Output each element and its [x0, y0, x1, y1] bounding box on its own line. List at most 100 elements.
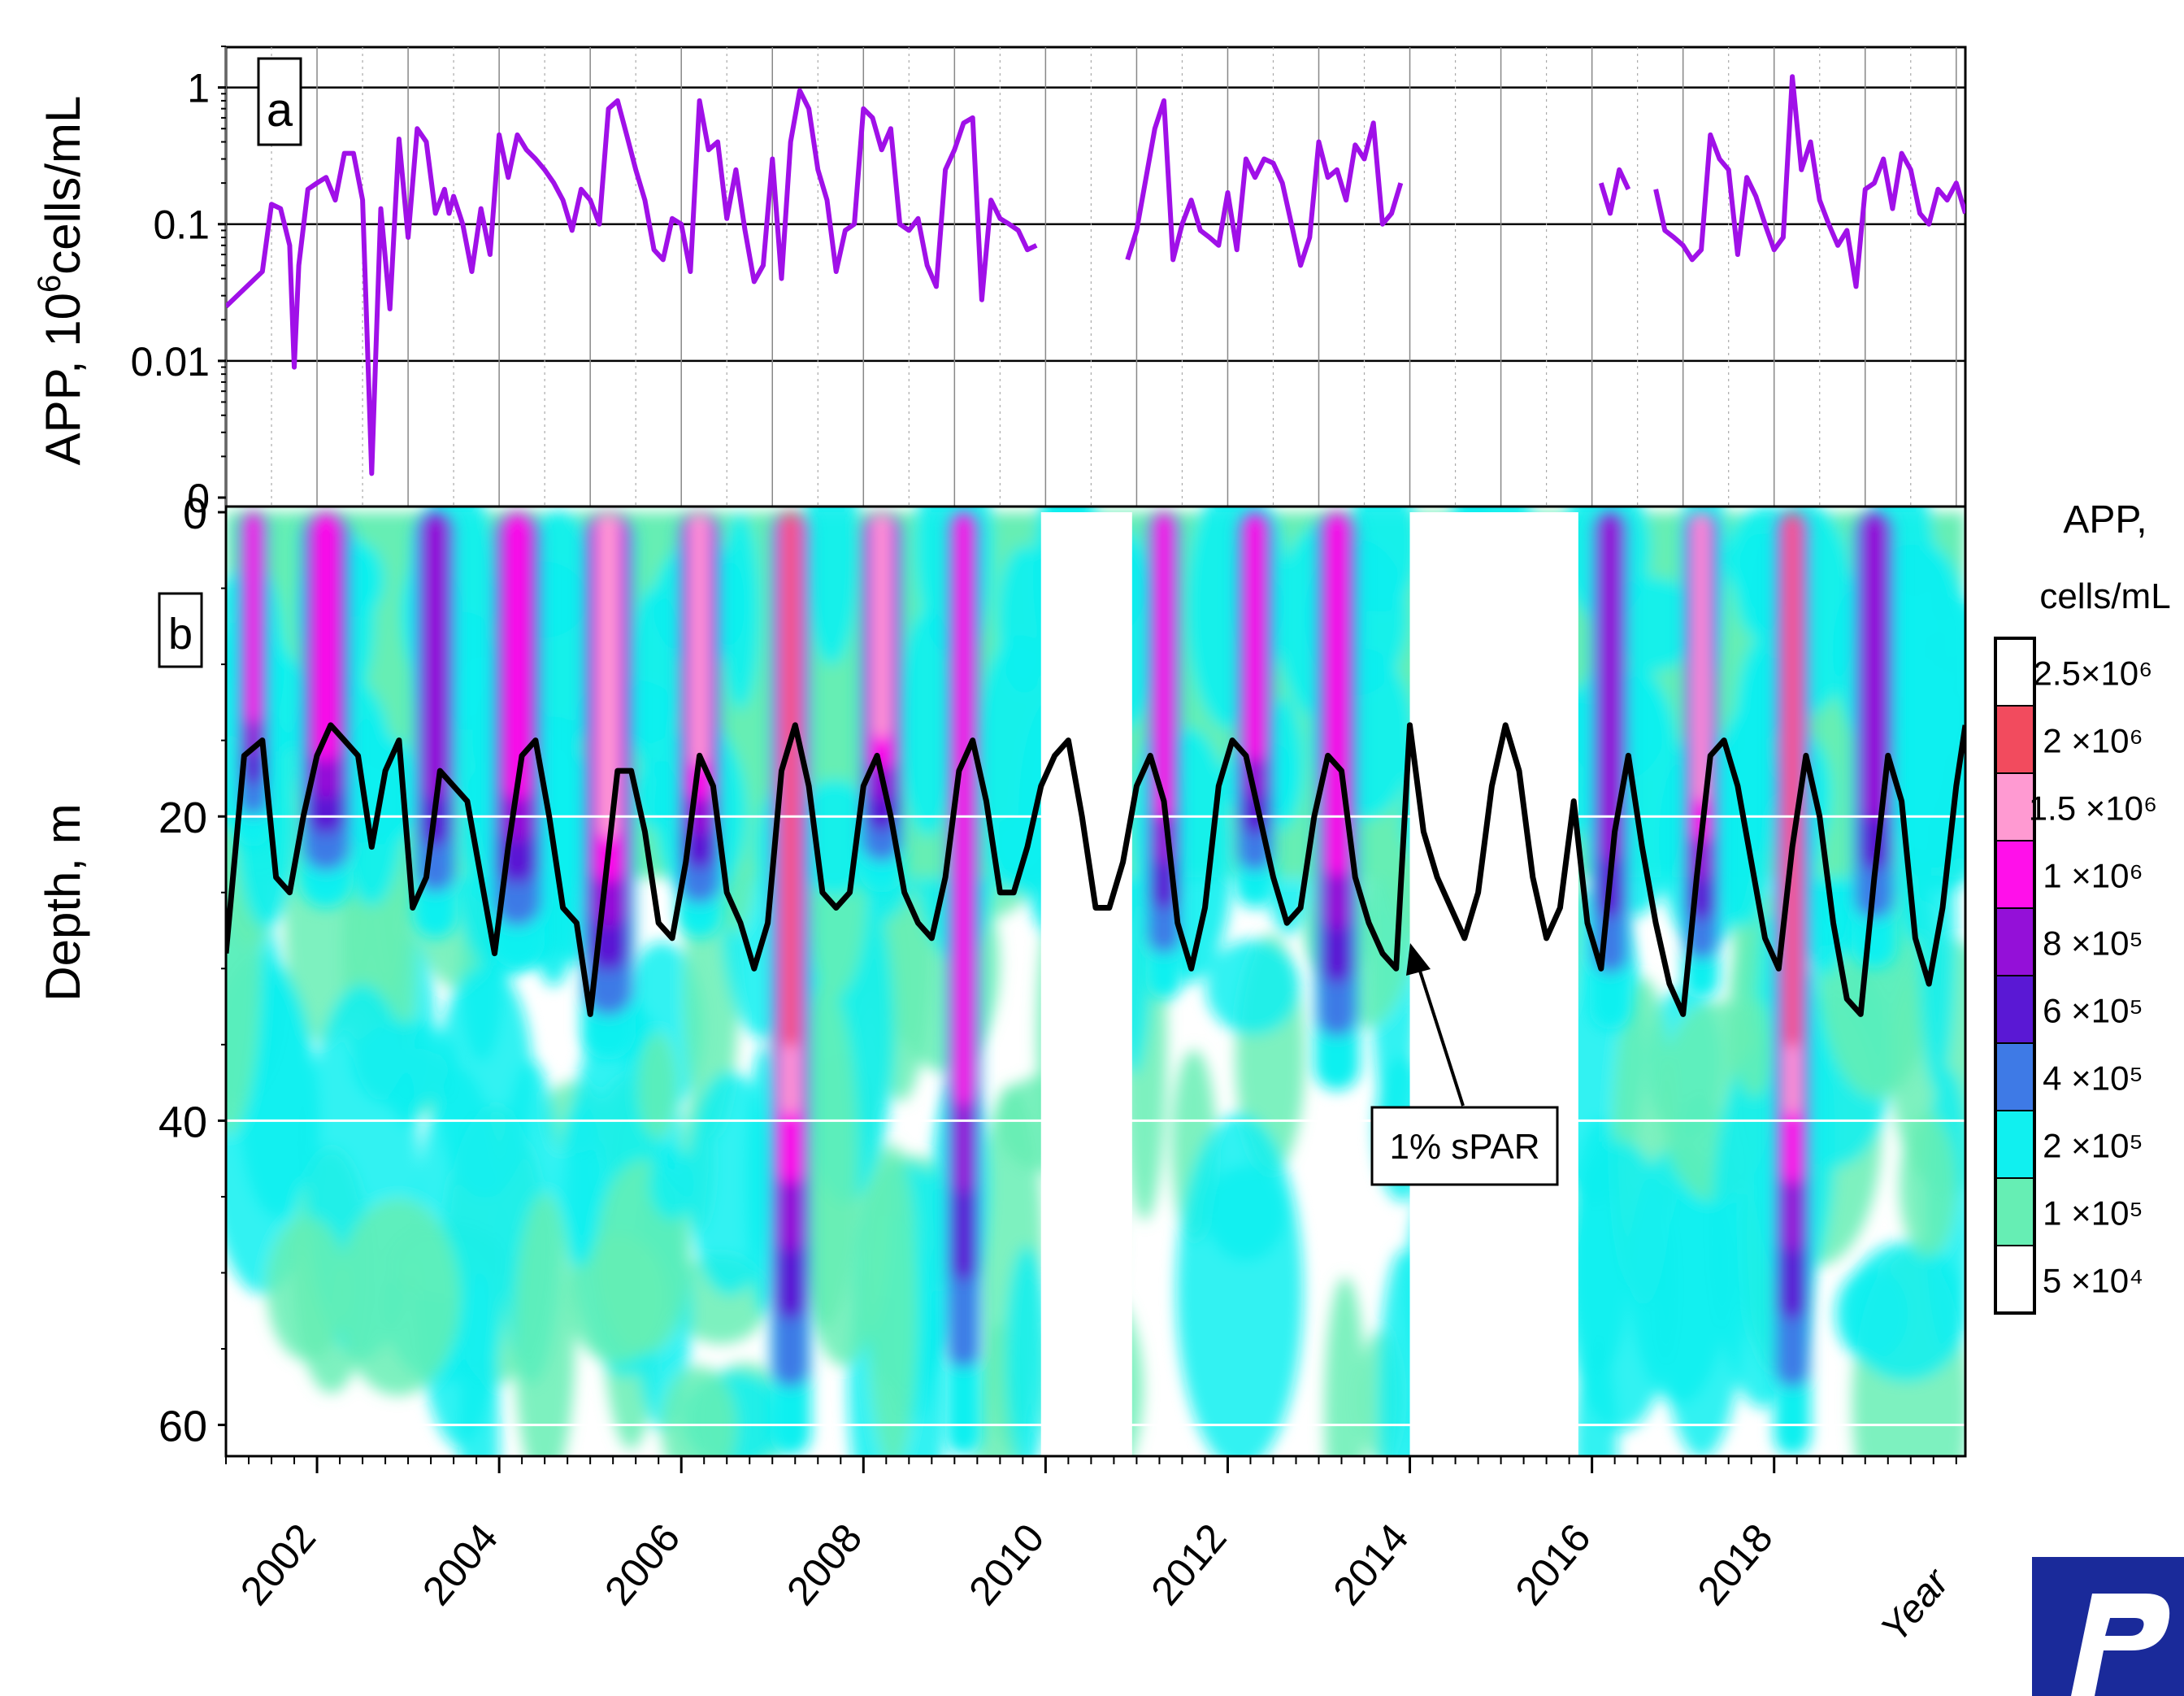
bloom-6 — [1246, 512, 1264, 761]
panel-b-frame — [224, 505, 1967, 1458]
panel-b-label: b — [168, 610, 193, 659]
spar-line — [226, 722, 1965, 1017]
heat-patch-shallow — [623, 587, 684, 778]
bloom-6 — [1326, 512, 1347, 876]
colorbar-label: 1 ×10⁵ — [2043, 1194, 2143, 1233]
panel-a-label-box — [257, 57, 302, 146]
heat-patch — [687, 1071, 773, 1295]
colorbar-swatch — [1995, 1110, 2035, 1179]
data-gap — [1409, 512, 1578, 1455]
heat-patch — [558, 1100, 603, 1268]
panel-a: 1 0.1 0.01 0 a — [131, 46, 1967, 521]
x-axis: 2002 2004 2006 2008 2010 2012 2014 2016 2018 — [225, 1456, 1957, 1614]
colorbar-label: 1 ×10⁶ — [2043, 857, 2143, 895]
colorbar-swatch — [1995, 975, 2035, 1044]
bloom-6 — [314, 512, 338, 761]
y-tick-label-a: 0 — [187, 476, 210, 521]
logo-glyph — [2071, 1594, 2170, 1696]
heat-patch — [337, 1198, 460, 1396]
colorbar-label: 8 ×10⁵ — [2043, 924, 2143, 963]
heat-patch-shallow — [802, 507, 861, 666]
bottom-ylabel: Depth, m — [36, 803, 90, 1001]
colorbar: APP, cells/mL 2.5×10⁶ 2 ×10⁶ 1.5 ×10⁶ 1 ×10… — [1994, 498, 2171, 1315]
heat-patch — [1844, 1242, 1965, 1381]
heat-patch — [661, 1366, 737, 1456]
heat-patch — [649, 1146, 696, 1220]
x-tick-label: 2012 — [1142, 1515, 1235, 1613]
colorbar-swatches: 2.5×10⁶ 2 ×10⁶ 1.5 ×10⁶ 1 ×10⁶ 8 ×10⁵ 6 ×10⁵ 4… — [1994, 637, 2158, 1315]
x-tick-label: 2016 — [1506, 1515, 1599, 1613]
bloom-8 — [784, 512, 798, 1047]
heat-patch — [637, 1033, 677, 1139]
app-line-segment — [1598, 167, 1631, 216]
heat-patch-shallow — [1891, 715, 1933, 943]
bloom-7 — [873, 512, 891, 738]
panel-a-frame — [224, 46, 1967, 508]
bloom-6 — [955, 512, 972, 1106]
top-ylabel: APP, 106cells/mL — [32, 96, 90, 466]
heat-patch-shallow — [1347, 507, 1419, 612]
bloom-5 — [1862, 512, 1886, 820]
heat-patch — [514, 1194, 575, 1456]
heat-patch — [1176, 1113, 1304, 1456]
colorbar-frame — [1994, 637, 2036, 1315]
x-tick-label: 2014 — [1324, 1515, 1417, 1613]
x-tail-label: Year — [1873, 1560, 1958, 1650]
heat-patch — [458, 1268, 500, 1456]
y-tick-label-a: 0.01 — [131, 339, 210, 385]
app-line-segment — [226, 88, 1038, 476]
app-line-segment — [1653, 74, 1965, 289]
panel-b: 0 20 40 60 b 1% sPAR — [158, 489, 1967, 1458]
heat-patch — [1899, 1114, 1956, 1258]
colorbar-label: 2 ×10⁶ — [2043, 722, 2143, 760]
colorbar-title-2: cells/mL — [2039, 576, 2170, 616]
colorbar-swatch — [1995, 1042, 2035, 1111]
colorbar-label: 6 ×10⁵ — [2043, 992, 2143, 1030]
panel-a-label: a — [267, 84, 293, 137]
panel-b-ticks: 0 20 40 60 — [158, 489, 226, 1451]
bloom-8 — [1786, 512, 1799, 1047]
colorbar-swatch — [1995, 772, 2035, 841]
colorbar-label: 5 ×10⁴ — [2043, 1262, 2143, 1300]
panel-b-label-box — [158, 592, 203, 668]
heat-patch-shallow — [1734, 533, 1782, 639]
heat-patch — [1005, 1246, 1049, 1456]
spar-polyline — [226, 722, 1965, 1017]
bloom-6 — [1156, 512, 1172, 819]
y-tick-label-a: 1 — [187, 66, 210, 111]
annotation-arrow — [1417, 965, 1465, 1107]
x-tick-label: 2010 — [960, 1515, 1053, 1613]
panel-a-ticks: 1 0.1 0.01 0 — [131, 46, 226, 521]
y-tick-label-b: 40 — [158, 1098, 207, 1146]
annotation-box — [1370, 1106, 1559, 1186]
bloom-6 — [246, 512, 261, 723]
bloom-5 — [423, 512, 447, 800]
bloom-5 — [1600, 512, 1621, 862]
heatmap-gaps — [1040, 512, 1578, 1455]
heat-patch — [1565, 1141, 1676, 1432]
heat-patch — [436, 964, 533, 1198]
data-gap — [1040, 512, 1132, 1455]
y-tick-label-b: 60 — [158, 1402, 207, 1451]
colorbar-swatch — [1995, 1177, 2035, 1246]
heat-patch — [1324, 1276, 1366, 1456]
x-tick-label: 2004 — [414, 1515, 506, 1613]
y-tick-label-b: 20 — [158, 794, 207, 842]
app-line-segment — [1125, 98, 1404, 268]
bloom-7 — [597, 512, 619, 837]
colorbar-swatch — [1995, 705, 2035, 774]
colorbar-title-1: APP, — [2063, 498, 2147, 541]
heat-patch — [1735, 998, 1774, 1098]
x-tick-label: 2006 — [596, 1515, 688, 1613]
colorbar-label: 4 ×10⁵ — [2043, 1059, 2143, 1098]
y-tick-label-a: 0.1 — [153, 202, 210, 248]
annotation-text: 1% sPAR — [1389, 1127, 1539, 1167]
heat-patch — [266, 1216, 348, 1361]
colorbar-swatch — [1995, 637, 2035, 707]
colorbar-label: 2.5×10⁶ — [2034, 654, 2153, 693]
colorbar-swatch — [1995, 1245, 2035, 1314]
publisher-logo — [2032, 1557, 2184, 1696]
colorbar-label: 1.5 ×10⁶ — [2029, 789, 2158, 828]
heat-patch — [1205, 939, 1300, 1035]
